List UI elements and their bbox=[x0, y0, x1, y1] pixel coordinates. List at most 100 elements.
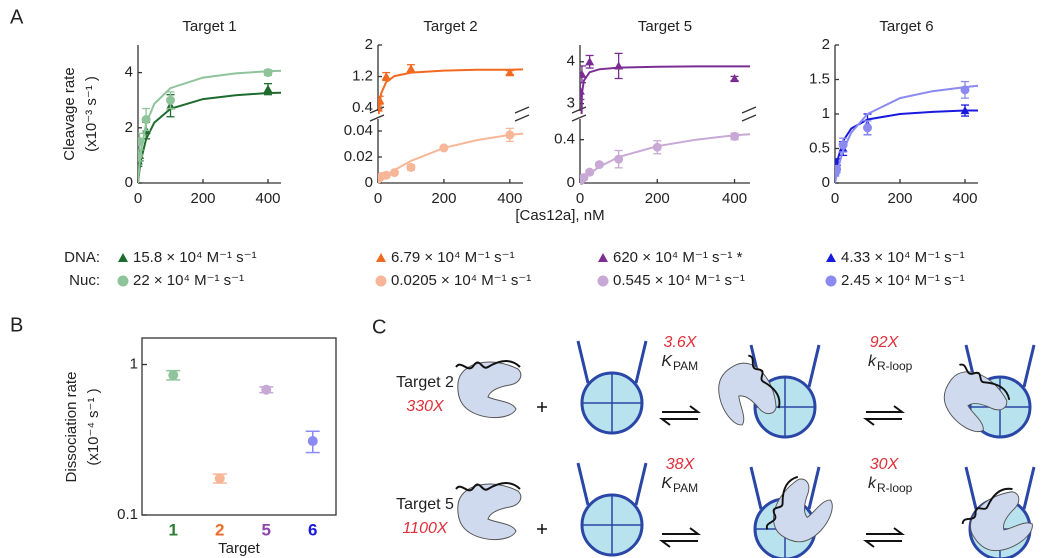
series bbox=[134, 84, 281, 183]
y-tick-label: 3 bbox=[567, 95, 575, 112]
fit-curve bbox=[138, 71, 281, 183]
data-point bbox=[375, 96, 384, 104]
legend-label: 2.45 × 10⁴ M⁻¹ s⁻¹ bbox=[841, 272, 965, 289]
y-tick-label: 1.2 bbox=[352, 67, 373, 84]
data-point bbox=[961, 85, 970, 94]
rate-subscript: PAM bbox=[673, 359, 698, 373]
y-tick-label: 2 bbox=[822, 36, 830, 53]
legend-label: 22 × 10⁴ M⁻¹ s⁻¹ bbox=[133, 272, 244, 289]
equilibrium-arrow bbox=[662, 406, 698, 425]
data-point bbox=[730, 132, 739, 141]
chart-title: Target 1 bbox=[182, 18, 236, 35]
data-point bbox=[261, 385, 271, 395]
data-point bbox=[505, 130, 514, 139]
y-tick-label: 2 bbox=[365, 36, 373, 53]
y-tick-label: 4 bbox=[567, 53, 575, 70]
protein-lobe bbox=[458, 362, 521, 418]
equilibrium-arrow bbox=[866, 406, 902, 425]
legend-label: 620 × 10⁴ M⁻¹ s⁻¹ * bbox=[613, 249, 743, 266]
y-tick-label: 1 bbox=[130, 355, 138, 372]
data-point bbox=[390, 168, 399, 177]
step-fold: 3.6X bbox=[664, 334, 698, 351]
y-tick-label: 2 bbox=[125, 119, 133, 136]
target-name: Target 5 bbox=[396, 496, 454, 513]
y-tick-label: 0.5 bbox=[809, 139, 830, 156]
series bbox=[374, 64, 523, 124]
plot-frame bbox=[142, 338, 336, 515]
rate-subscript: R-loop bbox=[877, 359, 913, 373]
x-tick-label: 0 bbox=[374, 190, 382, 207]
data-point bbox=[166, 96, 175, 105]
cas12a-protein bbox=[456, 483, 521, 540]
x-tick-label: 5 bbox=[262, 520, 271, 539]
x-tick-label: 200 bbox=[887, 190, 912, 207]
y-tick-label: 1.5 bbox=[809, 70, 830, 87]
y-tick-label: 1 bbox=[822, 105, 830, 122]
data-point bbox=[264, 68, 273, 77]
data-point bbox=[614, 61, 623, 69]
fold-change: 330X bbox=[406, 398, 445, 415]
figure: A B C [Cas12a], nM DNA: Nuc: Target 1Cle… bbox=[0, 0, 1047, 558]
series bbox=[576, 132, 750, 185]
y-tick-label: 0.04 bbox=[344, 122, 373, 139]
legend-label: 4.33 × 10⁴ M⁻¹ s⁻¹ bbox=[841, 249, 965, 266]
equilibrium-arrow bbox=[866, 528, 902, 547]
y-axis-label: (x10⁻⁴ s⁻¹ ) bbox=[85, 388, 102, 465]
panel-label: C bbox=[372, 316, 386, 338]
x-tick-label: 400 bbox=[255, 190, 280, 207]
target-name: Target 2 bbox=[396, 374, 454, 391]
y-tick-label: 0 bbox=[365, 174, 373, 191]
protein-lobe bbox=[458, 484, 521, 540]
legend-marker bbox=[376, 253, 386, 262]
legend-marker bbox=[118, 253, 128, 262]
data-point bbox=[168, 370, 178, 380]
legend-marker bbox=[118, 276, 129, 287]
y-tick-label: 0.02 bbox=[344, 148, 373, 165]
legend-label: 6.79 × 10⁴ M⁻¹ s⁻¹ bbox=[391, 249, 515, 266]
x-axis-label: [Cas12a], nM bbox=[515, 207, 604, 224]
dna-target bbox=[578, 463, 646, 555]
data-point bbox=[832, 165, 841, 174]
data-point bbox=[406, 64, 415, 72]
legend-label: 15.8 × 10⁴ M⁻¹ s⁻¹ bbox=[133, 249, 257, 266]
y-tick-label: 0 bbox=[125, 174, 133, 191]
data-point bbox=[135, 137, 144, 146]
chart-title: Target 5 bbox=[638, 18, 692, 35]
step-fold: 30X bbox=[870, 456, 900, 473]
data-point bbox=[653, 143, 662, 152]
y-tick-label: 4 bbox=[125, 64, 133, 81]
x-tick-label: 400 bbox=[722, 190, 747, 207]
fit-curve bbox=[378, 134, 523, 183]
chart-title: Target 6 bbox=[879, 18, 933, 35]
legend-label: 0.0205 × 10⁴ M⁻¹ s⁻¹ bbox=[391, 272, 531, 289]
y-axis-label: Dissociation rate bbox=[63, 372, 80, 483]
legend-marker bbox=[826, 276, 837, 287]
plus-sign bbox=[537, 524, 547, 534]
x-tick-label: 200 bbox=[431, 190, 456, 207]
data-point bbox=[614, 155, 623, 164]
rate-constant: K bbox=[661, 353, 673, 370]
x-tick-label: 200 bbox=[190, 190, 215, 207]
equilibrium-arrow bbox=[662, 528, 698, 547]
legend-row-label: Nuc: bbox=[69, 272, 100, 289]
data-point bbox=[142, 115, 151, 124]
fit-curve bbox=[580, 134, 750, 183]
panel-label: A bbox=[10, 6, 24, 28]
x-tick-label: 400 bbox=[952, 190, 977, 207]
data-point bbox=[585, 168, 594, 177]
legend-marker bbox=[826, 253, 836, 262]
data-point bbox=[382, 72, 391, 80]
fit-curve bbox=[378, 69, 523, 123]
x-tick-label: 200 bbox=[645, 190, 670, 207]
data-point bbox=[730, 74, 739, 82]
series bbox=[831, 82, 978, 183]
rate-constant: k bbox=[868, 353, 877, 370]
y-tick-label: 0.1 bbox=[117, 506, 138, 523]
rate-subscript: PAM bbox=[673, 481, 698, 495]
data-point bbox=[863, 123, 872, 132]
data-point bbox=[839, 141, 848, 150]
x-tick-label: 400 bbox=[497, 190, 522, 207]
x-tick-label: 2 bbox=[215, 520, 224, 539]
y-tick-label: 0.4 bbox=[554, 131, 575, 148]
chart-title: Target 2 bbox=[423, 18, 477, 35]
